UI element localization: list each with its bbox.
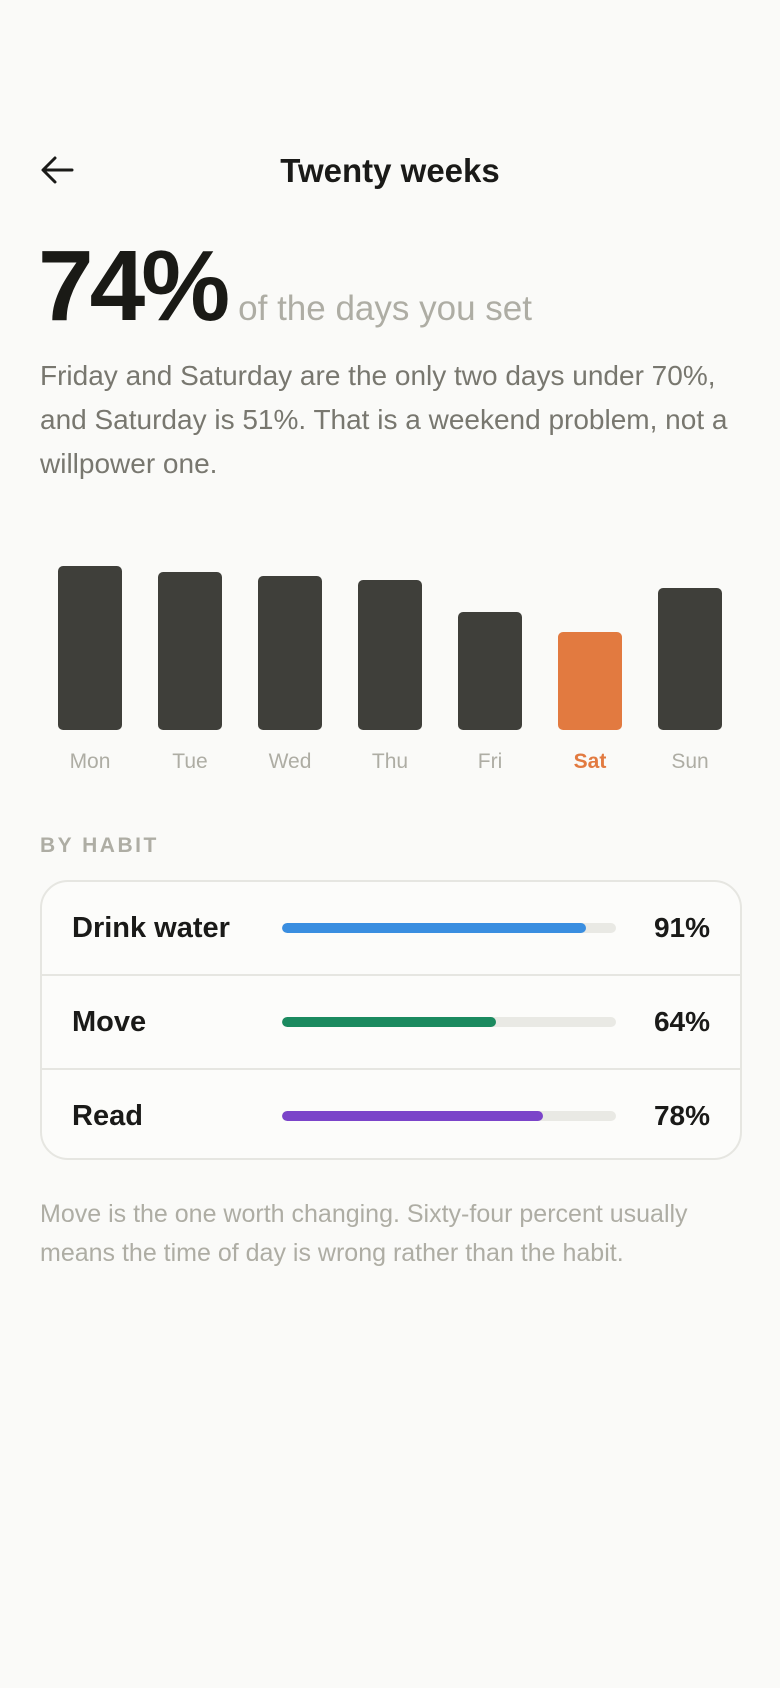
tick-label-fri: Fri bbox=[478, 750, 503, 773]
habit-progress-track bbox=[282, 1017, 616, 1027]
overall-rate: 74% of the days you set bbox=[38, 236, 532, 336]
section-label-by-habit: BY HABIT bbox=[40, 834, 159, 857]
back-button[interactable] bbox=[40, 150, 88, 190]
tick-label-sat: Sat bbox=[574, 750, 607, 773]
habit-name: Move bbox=[72, 1005, 147, 1038]
weekday-bar-chart: Mon Tue Wed Thu Fri Sat Sun bbox=[58, 566, 722, 773]
bar-sun bbox=[658, 588, 722, 730]
habit-percent: 91% bbox=[653, 912, 710, 943]
habit-progress-fill bbox=[282, 1111, 543, 1121]
tick-label-thu: Thu bbox=[372, 750, 408, 773]
tick-label-sun: Sun bbox=[671, 750, 708, 773]
tick-label-wed: Wed bbox=[269, 750, 312, 773]
overall-caption: of the days you set bbox=[238, 289, 532, 328]
habit-percent: 64% bbox=[653, 1006, 710, 1037]
bar-mon bbox=[58, 566, 122, 730]
habit-row-read[interactable]: Read 78% bbox=[42, 1068, 740, 1158]
habit-row-drink-water[interactable]: Drink water 91% bbox=[42, 882, 740, 974]
arrow-left-icon bbox=[40, 155, 74, 185]
tick-label-mon: Mon bbox=[70, 750, 111, 773]
bar-wed bbox=[258, 576, 322, 730]
bar-tue bbox=[158, 572, 222, 730]
page-title: Twenty weeks bbox=[280, 152, 500, 189]
habit-name: Read bbox=[72, 1099, 143, 1132]
bar-thu bbox=[358, 580, 422, 730]
habit-row-move[interactable]: Move 64% bbox=[42, 974, 740, 1068]
habit-list: Drink water 91% Move 64% Read 78% bbox=[40, 880, 742, 1160]
habit-progress-track bbox=[282, 923, 616, 933]
habit-progress-fill bbox=[282, 1017, 496, 1027]
habit-progress-fill bbox=[282, 923, 586, 933]
tick-label-tue: Tue bbox=[172, 750, 207, 773]
habit-name: Drink water bbox=[72, 911, 230, 944]
habit-progress-track bbox=[282, 1111, 616, 1121]
bar-sat bbox=[558, 632, 622, 730]
bar-fri bbox=[458, 612, 522, 730]
weekday-chart: Mon Tue Wed Thu Fri Sat Sun bbox=[40, 540, 740, 780]
insight-note: Move is the one worth changing. Sixty-fo… bbox=[40, 1200, 688, 1267]
habit-percent: 78% bbox=[653, 1100, 710, 1131]
summary-text: Friday and Saturday are the only two day… bbox=[40, 360, 728, 479]
overall-percent: 74% bbox=[38, 230, 230, 342]
